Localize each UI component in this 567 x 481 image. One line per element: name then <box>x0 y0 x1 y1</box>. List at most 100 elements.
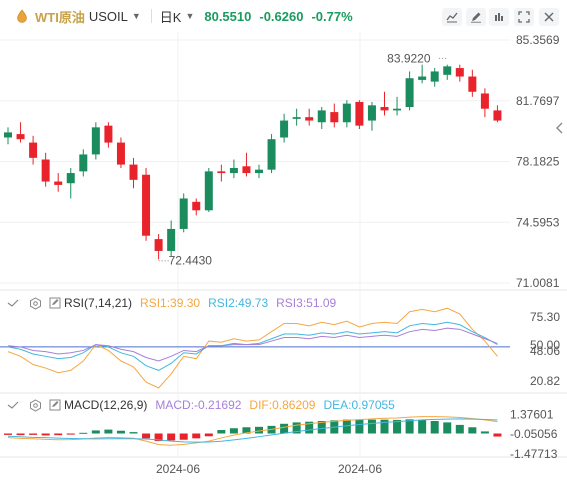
divider <box>150 9 152 23</box>
macd-histogram-bar <box>54 433 63 436</box>
macd-histogram-bar <box>255 426 263 434</box>
price-change: -0.6260 <box>259 8 304 24</box>
rsi-label: RSI(7,14,21) <box>64 296 133 310</box>
macd-histogram-bar <box>204 433 213 437</box>
macd-histogram-bar <box>29 433 38 435</box>
candle-body <box>29 142 38 158</box>
candle-body <box>217 171 226 174</box>
macd-histogram-bar <box>355 419 364 434</box>
macd-histogram-bar <box>493 433 502 437</box>
candle-body <box>443 66 452 75</box>
period-select[interactable]: 日K <box>159 9 182 25</box>
candle-body <box>142 174 151 236</box>
indicator-edit-icon[interactable] <box>48 296 62 310</box>
macd-histogram-bar <box>430 421 439 434</box>
candle-body <box>116 142 125 165</box>
candle-body <box>305 117 314 121</box>
candle-body <box>367 105 376 121</box>
macd-histogram-bar <box>142 433 151 439</box>
candle-body <box>41 159 50 182</box>
candle-body <box>79 154 88 172</box>
rsi-axis-label: 48.06 <box>530 344 560 358</box>
macd-histogram-bar <box>242 427 251 434</box>
macd-histogram-bar <box>4 433 12 435</box>
period-dropdown-icon[interactable]: ▼ <box>185 11 195 21</box>
oil-drop-icon <box>14 9 29 24</box>
chart-settings-icon[interactable] <box>489 8 509 26</box>
high-price-annotation: 83.9220 <box>387 51 431 65</box>
candle-body <box>179 198 188 229</box>
candle-body <box>66 173 75 184</box>
macd-histogram-bar <box>167 433 176 441</box>
candle-body <box>104 125 113 143</box>
candle-body <box>229 167 238 174</box>
rsi-axis-label: 75.30 <box>530 310 560 324</box>
rsi3-value: RSI3:51.09 <box>276 296 337 310</box>
macd-histogram-bar <box>380 419 389 434</box>
macd-histogram-bar <box>192 433 201 439</box>
macd-histogram-bar <box>179 433 188 440</box>
macd-label: MACD(12,26,9) <box>64 398 148 412</box>
macd-header: MACD(12,26,9) MACD:-0.21692 DIF:0.86209 … <box>0 397 395 413</box>
symbol-code[interactable]: USOIL <box>88 8 128 24</box>
candle-body <box>280 120 289 138</box>
candle-body <box>330 112 339 123</box>
macd-histogram-bar <box>79 432 88 434</box>
candle-body <box>292 117 301 119</box>
candle-body <box>468 76 477 92</box>
indicator-settings-icon[interactable] <box>28 398 42 412</box>
candle-body <box>393 108 402 111</box>
candle-body <box>493 110 502 121</box>
candle-body <box>16 134 25 140</box>
indicator-edit-icon[interactable] <box>48 398 62 412</box>
candle-body <box>242 166 251 174</box>
macd-histogram-bar <box>217 430 226 434</box>
dif-value: DIF:0.86209 <box>249 398 316 412</box>
draw-pen-icon[interactable] <box>466 8 486 26</box>
macd-histogram-bar <box>305 421 314 434</box>
macd-histogram-bar <box>480 431 489 434</box>
macd-histogram-bar <box>393 419 402 434</box>
rsi-axis-label: 20.82 <box>530 374 560 388</box>
visibility-toggle-icon[interactable] <box>6 296 20 310</box>
macd-axis-label: -0.05056 <box>510 427 558 441</box>
macd-histogram-bar <box>455 424 464 434</box>
candle-body <box>54 181 63 185</box>
close-icon[interactable] <box>539 8 559 26</box>
candle-body <box>129 164 138 180</box>
low-price-annotation: 72.4430 <box>169 254 213 268</box>
candle-body <box>167 228 176 251</box>
candle-body <box>355 101 364 126</box>
candle-body <box>4 132 12 138</box>
macd-histogram-bar <box>317 421 326 434</box>
rsi2-value: RSI2:49.73 <box>208 296 269 310</box>
indicator-icon[interactable] <box>442 8 462 26</box>
rsi-axis-label: 50.00 <box>530 338 560 352</box>
candle-body <box>405 78 414 108</box>
time-axis-label: 2024-06 <box>338 462 382 476</box>
fullscreen-icon[interactable] <box>514 8 534 26</box>
symbol-dropdown-icon[interactable]: ▼ <box>131 11 141 21</box>
macd-histogram-bar <box>292 422 301 434</box>
price-axis-label: 74.5953 <box>516 215 560 229</box>
expand-panel-icon[interactable] <box>554 120 566 136</box>
macd-axis-label: -1.47713 <box>510 447 558 461</box>
toolbar: WTI原油 USOIL ▼ 日K ▼ 80.5510 -0.6260 -0.77… <box>0 0 567 32</box>
macd-value: MACD:-0.21692 <box>155 398 242 412</box>
macd-axis-label: 1.37601 <box>510 407 554 421</box>
macd-histogram-bar <box>342 419 351 434</box>
macd-histogram-bar <box>443 422 452 434</box>
dea-line <box>7 418 498 443</box>
rsi2-line <box>7 321 498 371</box>
macd-histogram-bar <box>116 430 125 434</box>
indicator-settings-icon[interactable] <box>28 296 42 310</box>
price-change-percent: -0.77% <box>311 8 353 24</box>
rsi-header: RSI(7,14,21) RSI1:39.30 RSI2:49.73 RSI3:… <box>0 295 336 311</box>
time-axis-label: 2024-06 <box>156 462 200 476</box>
candle-body <box>430 71 439 82</box>
candle-body <box>418 76 427 80</box>
macd-histogram-bar <box>129 432 138 434</box>
visibility-toggle-icon[interactable] <box>6 398 20 412</box>
symbol-name[interactable]: WTI原油 <box>35 9 85 25</box>
